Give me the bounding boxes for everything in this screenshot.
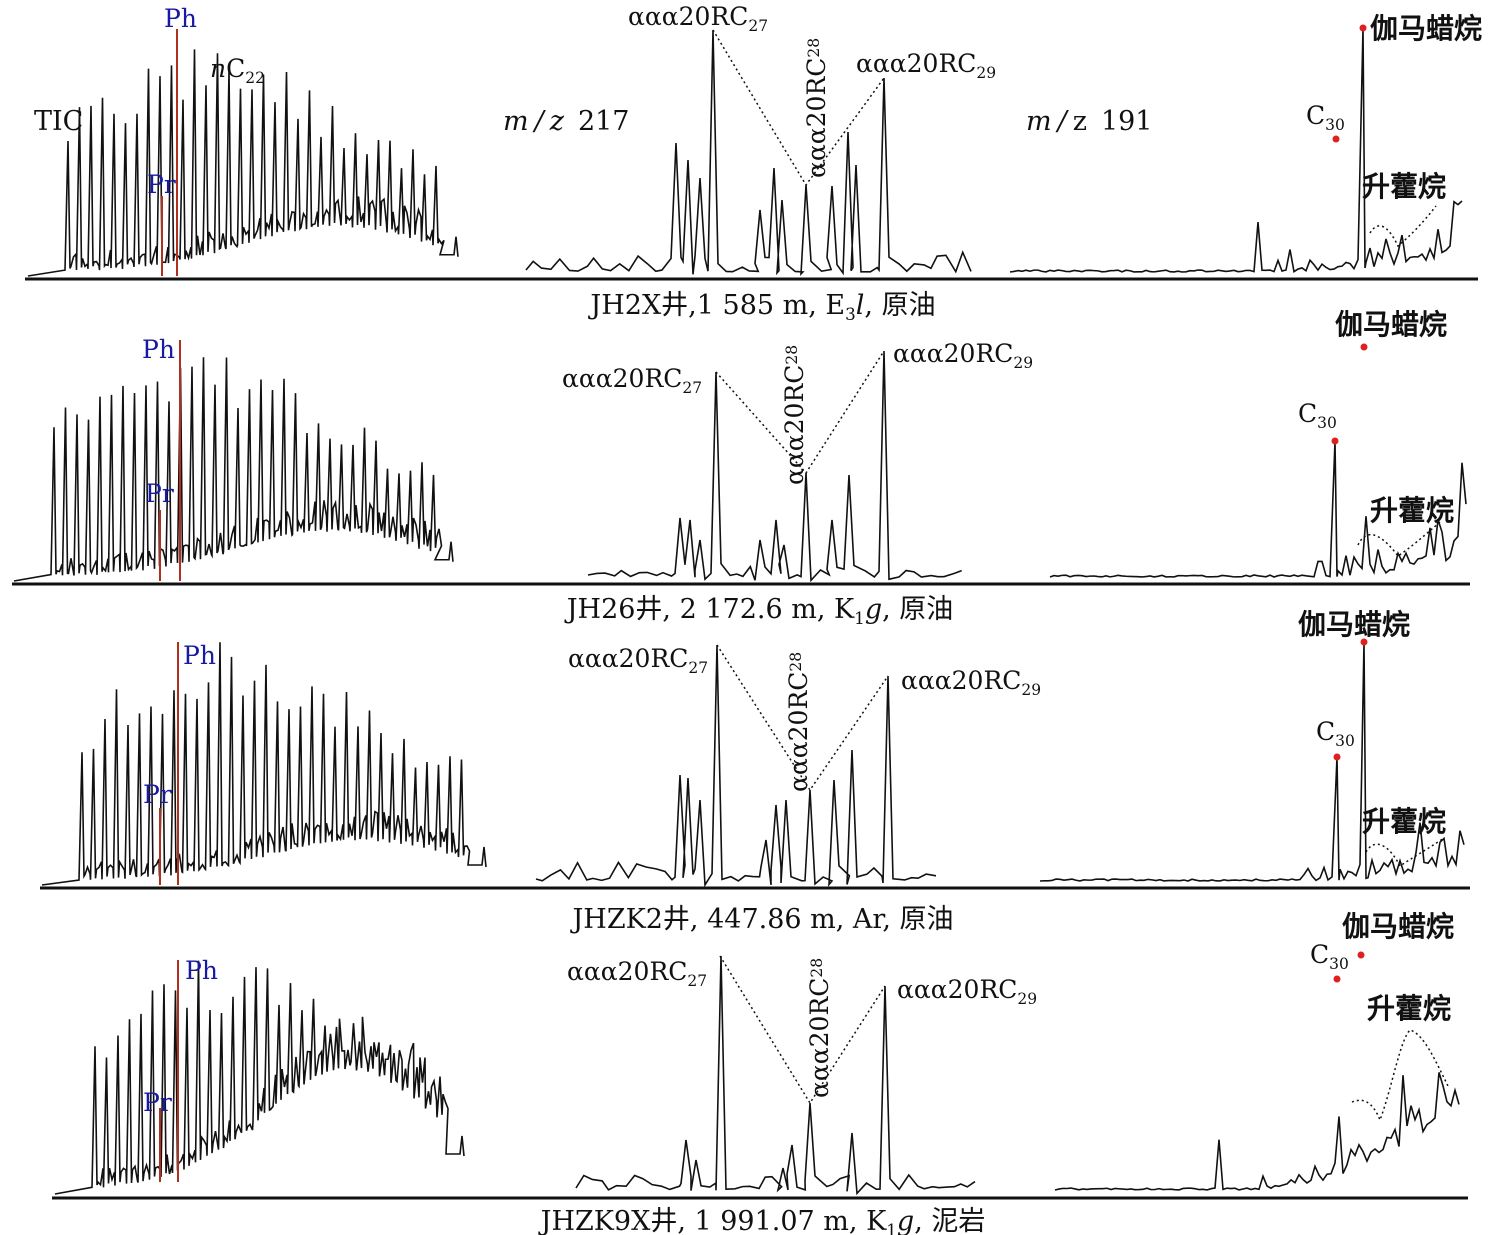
row-4-m191-panel: 伽马蜡烷 C30 升藿烷 [1054, 910, 1460, 1191]
row-3-ph-label: Ph [183, 641, 216, 670]
row-4: JHZK9X井, 1 991.07 m, K1g, 泥岩 Pr Ph ααα20… [52, 910, 1468, 1235]
row-3-gammacerane-label: 伽马蜡烷 [1298, 608, 1410, 641]
row-4-caption: JHZK9X井, 1 991.07 m, K1g, 泥岩 [538, 1206, 986, 1235]
row-3-tic-panel: Pr Ph [41, 641, 487, 886]
row-1-m217-v-guide [712, 29, 885, 187]
row-3-caption: JHZK2井, 447.86 m, Ar, 原油 [569, 904, 953, 935]
row-2-tic-panel: Pr Ph [13, 335, 454, 582]
row-1-gammacerane-label: 伽马蜡烷 [1370, 12, 1482, 45]
row-1-tic-label: TIC [34, 106, 83, 137]
row-3-pr-label: Pr [143, 780, 172, 809]
row-2-gammacerane-marker [1360, 343, 1368, 351]
row-4-c30-label: C30 [1310, 940, 1349, 973]
row-4-m191-trace [1054, 1072, 1460, 1191]
row-2-homohopane-label: 升藿烷 [1370, 494, 1454, 527]
row-2-ph-label: Ph [142, 335, 175, 364]
row-2: JH26井, 2 172.6 m, K1g, 原油 Pr Ph ααα20RC2… [12, 308, 1470, 628]
row-2-m191-panel: 伽马蜡烷 C30 升藿烷 [1049, 308, 1467, 578]
row-3-m217-trace [535, 644, 937, 888]
row-4-pr-label: Pr [143, 1088, 172, 1117]
row-4-gammacerane-label: 伽马蜡烷 [1342, 910, 1454, 943]
row-1-tic-panel: TIC Pr Ph nC22 [27, 4, 459, 277]
row-1-pr-label: Pr [147, 170, 176, 199]
row-3-c30-label: C30 [1316, 717, 1355, 750]
row-3-c30-marker [1333, 753, 1341, 761]
row-1-homohopane-label: 升藿烷 [1362, 170, 1446, 203]
row-3-c29-label: ααα20RC29 [901, 666, 1041, 699]
row-1-c30-marker [1332, 135, 1340, 143]
row-3-m191-trace [1039, 641, 1465, 882]
row-2-pr-label: Pr [145, 479, 174, 508]
row-3-m217-panel: ααα20RC27 ααα20RC28 ααα20RC29 [535, 644, 1041, 888]
row-1-ph-label: Ph [164, 4, 197, 33]
row-4-homohopane-label: 升藿烷 [1367, 992, 1451, 1025]
row-1-m217-label: m / z 217 [503, 106, 630, 137]
row-3-m191-panel: 伽马蜡烷 C30 升藿烷 [1039, 608, 1465, 882]
row-1-nc22-label: nC22 [210, 54, 265, 87]
row-1-homohopane-guide [1369, 205, 1437, 248]
row-2-tic-trace [13, 357, 454, 582]
row-3-c28-label: ααα20RC28 [784, 652, 813, 792]
row-1-m191-label: m / z 191 [1026, 106, 1153, 137]
row-3: JHZK2井, 447.86 m, Ar, 原油 Pr Ph ααα20RC27… [40, 608, 1470, 935]
row-4-m217-panel: ααα20RC27 ααα20RC28 ααα20RC29 [567, 955, 1037, 1196]
row-2-m217-v-guide [715, 350, 885, 475]
row-1-c29-label: ααα20RC29 [856, 49, 996, 82]
row-4-c30-marker [1333, 975, 1341, 983]
row-4-tic-trace [54, 960, 465, 1195]
row-2-m191-trace [1049, 440, 1467, 578]
row-3-homohopane-label: 升藿烷 [1362, 805, 1446, 838]
row-1-c30-label: C30 [1306, 101, 1345, 134]
row-4-m217-trace [575, 955, 976, 1196]
row-3-gammacerane-marker [1360, 638, 1368, 646]
row-4-m217-v-guide [719, 955, 886, 1105]
row-4-gammacerane-marker [1357, 951, 1365, 959]
row-2-c28-label: ααα20RC28 [780, 345, 809, 485]
row-3-c27-label: ααα20RC27 [568, 644, 708, 677]
row-4-ph-label: Ph [185, 956, 218, 985]
row-2-m217-trace [587, 350, 962, 583]
row-3-homohopane-guide [1365, 837, 1445, 868]
row-1-caption: JH2X井,1 585 m, E3l, 原油 [587, 290, 935, 324]
row-1-m191-trace [1009, 27, 1463, 273]
row-1-m217-trace [525, 29, 972, 277]
row-4-tic-panel: Pr Ph [54, 956, 465, 1195]
row-4-c27-label: ααα20RC27 [567, 957, 707, 990]
row-4-c28-label: ααα20RC28 [805, 958, 834, 1098]
row-1-gammacerane-marker [1359, 24, 1367, 32]
row-2-m217-panel: ααα20RC27 ααα20RC28 ααα20RC29 [562, 339, 1033, 583]
row-2-caption: JH26井, 2 172.6 m, K1g, 原油 [564, 594, 954, 628]
row-1-c28-label: ααα20RC28 [802, 38, 831, 178]
row-2-c27-label: ααα20RC27 [562, 364, 702, 397]
row-4-homohopane-guide [1351, 1029, 1449, 1123]
row-4-c29-label: ααα20RC29 [897, 975, 1037, 1008]
row-1-m191-panel: m / z 191 伽马蜡烷 C30 升藿烷 [1009, 12, 1482, 273]
row-3-tic-trace [41, 642, 487, 886]
row-2-c30-label: C30 [1298, 399, 1337, 432]
row-1-m217-panel: m / z 217 ααα20RC27 ααα20RC28 ααα20RC29 [503, 2, 996, 277]
row-2-c29-label: ααα20RC29 [893, 339, 1033, 372]
row-1: JH2X井,1 585 m, E3l, 原油 TIC Pr Ph nC22 m /… [25, 2, 1482, 324]
row-2-c30-marker [1331, 437, 1339, 445]
row-1-tic-trace [27, 49, 459, 277]
row-2-gammacerane-label: 伽马蜡烷 [1335, 308, 1447, 341]
row-1-c27-label: ααα20RC27 [628, 2, 768, 35]
